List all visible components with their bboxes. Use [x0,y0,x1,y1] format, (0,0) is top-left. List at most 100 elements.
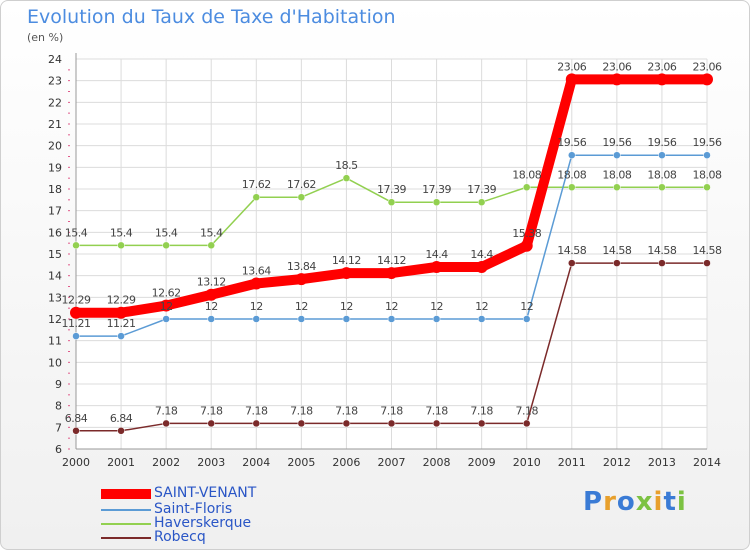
data-label: 12 [520,300,533,313]
data-point [72,241,80,250]
data-point [568,151,576,159]
y-tick-label: 20 [48,140,62,153]
data-point [387,419,396,428]
data-label: 14.12 [332,254,361,267]
data-point [432,315,441,323]
data-point [160,299,173,312]
data-label: 12 [295,300,308,313]
legend-swatch-saint-venant [101,489,151,499]
data-point [613,183,621,192]
x-tick-label: 2007 [378,456,406,469]
data-point [477,315,486,323]
data-point [387,198,396,206]
data-label: 6.84 [110,412,133,425]
data-label: 17.39 [422,183,451,196]
data-label: 7.18 [335,404,358,417]
data-label: 15.4 [155,226,178,239]
y-tick-label: 10 [48,356,62,369]
data-point [297,193,306,201]
data-label: 7.18 [380,404,403,417]
data-point [520,239,533,252]
data-point [250,277,263,290]
data-label: 14.58 [693,244,722,257]
data-label: 14.58 [647,244,676,257]
data-label: 18.08 [693,168,722,181]
data-label: 19.56 [557,136,586,149]
legend-swatch-saint-floris [101,509,151,511]
logo-letter: o [616,487,636,517]
data-label: 19.56 [693,136,722,149]
logo-letter: t [663,487,677,517]
y-tick-label: 17 [48,205,62,218]
data-label: 12.29 [62,294,91,307]
data-label: 14.58 [557,244,586,257]
data-label: 7.18 [155,404,178,417]
x-tick-label: 2008 [423,456,451,469]
data-label: 23.06 [557,60,586,73]
data-point [252,315,261,323]
data-label: 7.18 [425,404,448,417]
legend-label-haverskerque: Haverskerque [154,515,252,531]
data-point [297,315,306,323]
data-point [477,419,486,428]
data-point [385,267,398,280]
data-point [610,73,623,86]
legend-label-saint-venant: SAINT-VENANT [154,485,257,501]
data-label: 18.08 [602,168,631,181]
x-tick-label: 2003 [197,456,225,469]
data-label: 12.62 [152,287,181,300]
data-point [658,151,666,159]
data-point [701,73,713,86]
chart-title: Evolution du Taux de Taxe d'Habitation [27,6,396,28]
data-label: 17.62 [287,178,316,191]
data-point [207,419,215,428]
data-point [522,183,531,192]
data-label: 14.12 [377,254,406,267]
data-point [117,427,125,435]
y-tick-label: 12 [48,313,62,326]
data-label: 13.64 [242,264,271,277]
data-point [72,427,80,435]
data-point [568,259,576,267]
data-point [340,267,353,280]
data-label: 7.18 [200,404,223,417]
x-tick-label: 2009 [468,456,496,469]
logo-letter: r [603,487,617,517]
y-tick-label: 22 [48,96,62,109]
data-point [387,315,396,323]
logo-letter: i [676,487,687,517]
y-tick-label: 13 [48,291,62,304]
y-tick-label: 15 [48,248,62,261]
y-tick-label: 9 [55,378,62,391]
data-label: 12 [160,300,173,313]
data-point [703,259,711,267]
x-tick-label: 2006 [332,456,360,469]
data-label: 15.4 [200,226,223,239]
data-point [658,259,666,267]
data-point [522,419,531,428]
data-point [162,241,170,250]
data-label: 18.08 [512,168,541,181]
data-point [162,419,170,428]
x-tick-label: 2010 [513,456,541,469]
data-label: 18.08 [647,168,676,181]
data-label: 15.38 [512,227,541,240]
data-label: 12 [205,300,218,313]
data-label: 14.4 [425,248,448,261]
data-point [613,151,621,159]
y-tick-label: 14 [48,270,62,283]
data-label: 7.18 [290,404,313,417]
data-label: 11.21 [62,317,91,330]
data-label: 23.06 [647,60,676,73]
legend-swatch-robecq [101,537,151,539]
data-label: 12 [430,300,443,313]
data-point [475,261,488,273]
legend-swatch-haverskerque [101,523,151,525]
data-label: 17.39 [467,183,496,196]
y-tick-label: 18 [48,183,62,196]
data-label: 18.08 [557,168,586,181]
x-tick-label: 2005 [287,456,315,469]
data-label: 15.4 [65,226,88,239]
